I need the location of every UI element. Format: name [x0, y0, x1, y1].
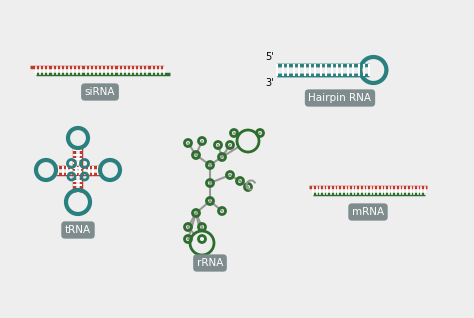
Text: Hairpin RNA: Hairpin RNA: [309, 93, 372, 103]
Text: mRNA: mRNA: [352, 207, 384, 217]
Text: rRNA: rRNA: [197, 258, 223, 268]
Text: tRNA: tRNA: [65, 225, 91, 235]
Text: 3': 3': [265, 78, 273, 88]
Text: 5': 5': [265, 52, 273, 62]
FancyBboxPatch shape: [359, 56, 374, 84]
Text: siRNA: siRNA: [85, 87, 115, 97]
Circle shape: [237, 130, 259, 152]
Circle shape: [190, 231, 214, 255]
